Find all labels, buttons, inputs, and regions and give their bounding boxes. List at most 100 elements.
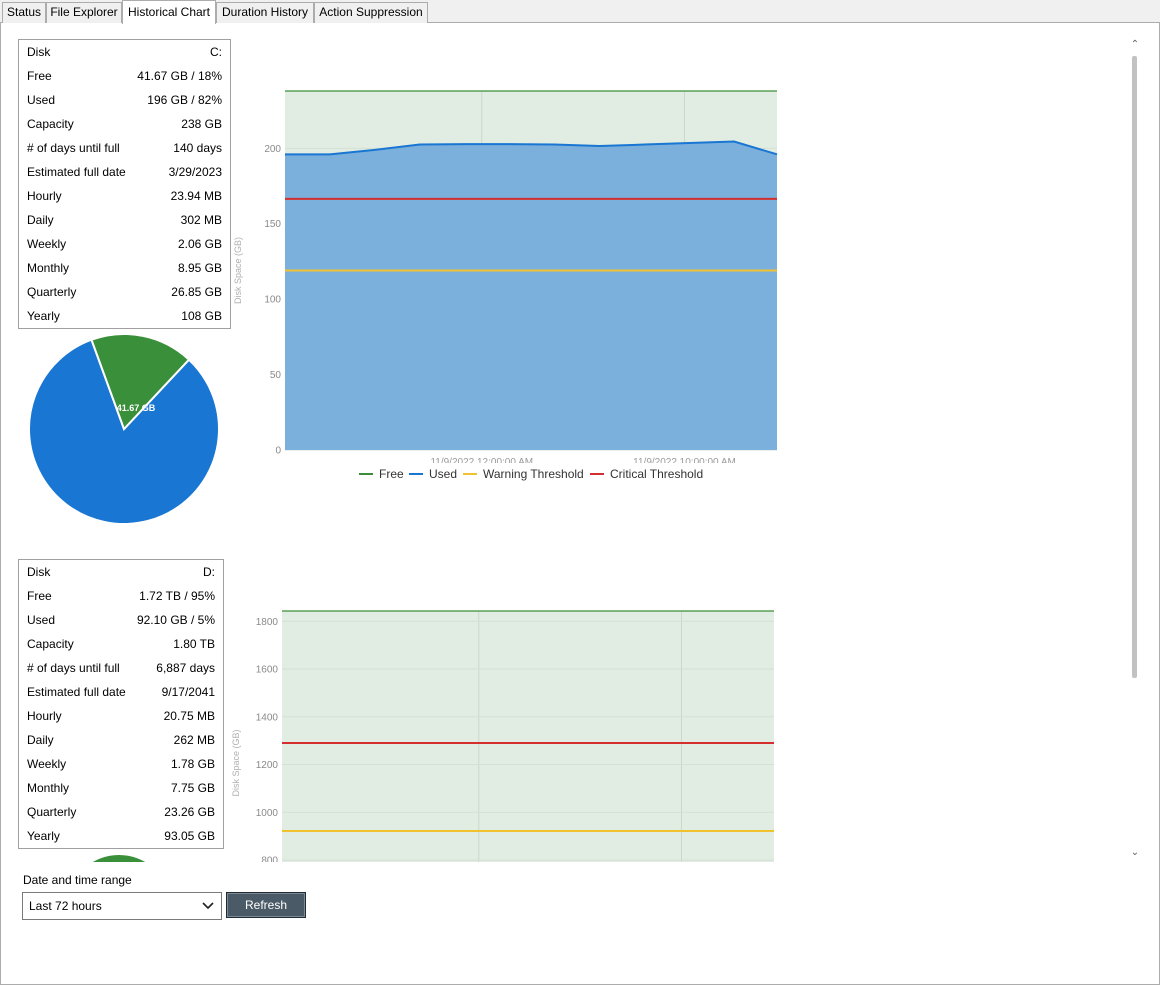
scroll-up-icon[interactable]: ⌃	[1130, 39, 1140, 50]
series-used-line	[285, 140, 778, 156]
scrollbar-thumb[interactable]	[1132, 56, 1137, 678]
info-key: Capacity	[27, 117, 74, 131]
disk-info-table: Disk D: Free 1.72 TB / 95% Used 92.10 GB / 5%…	[18, 559, 224, 849]
info-row: Used 196 GB / 82%	[27, 88, 222, 112]
info-value: 9/17/2041	[161, 685, 215, 699]
x-tick-label: 11/9/2022 12:00:00 AM	[430, 457, 533, 463]
scroll-area[interactable]: Disk C: Free 41.67 GB / 18% Used 196 GB / 82%…	[1, 38, 1126, 862]
info-key: Free	[27, 589, 52, 603]
info-value: 1.72 TB / 95%	[139, 589, 215, 603]
pie-label-free: 41.67 GB	[117, 403, 156, 413]
legend-item-warning: Warning Threshold	[463, 467, 584, 481]
info-key: Free	[27, 69, 52, 83]
series-used-area	[285, 141, 777, 451]
info-key: Monthly	[27, 261, 70, 275]
tab-file-explorer[interactable]: File Explorer	[46, 2, 122, 23]
pie-slice-used	[28, 338, 220, 524]
y-axis-label: Disk Space (GB)	[231, 729, 241, 796]
disk-space-chart: 60080010001200140016001800Disk Space (GB…	[231, 610, 774, 862]
info-key: Quarterly	[27, 285, 77, 299]
info-key: Daily	[27, 733, 54, 747]
info-key: Disk	[27, 45, 51, 59]
info-row: Daily 262 MB	[27, 728, 215, 752]
info-value: 20.75 MB	[163, 709, 215, 723]
disk-info-table: Disk C: Free 41.67 GB / 18% Used 196 GB / 82%…	[18, 39, 231, 329]
chevron-down-icon	[201, 893, 215, 928]
info-key: Capacity	[27, 637, 74, 651]
disk-usage-pie: 41.67 GB196 GB	[28, 334, 220, 524]
info-row: Used 92.10 GB / 5%	[27, 608, 215, 632]
info-key: Disk	[27, 565, 51, 579]
tab-historical-chart[interactable]: Historical Chart	[122, 0, 216, 24]
info-row: Estimated full date 9/17/2041	[27, 680, 215, 704]
scroll-down-icon[interactable]: ⌄	[1130, 847, 1140, 858]
info-value: 238 GB	[181, 117, 222, 131]
info-row: Free 1.72 TB / 95%	[27, 584, 215, 608]
info-value: 93.05 GB	[164, 829, 215, 843]
pie-slice-free	[90, 334, 191, 431]
y-axis-label: Disk Space (GB)	[233, 237, 243, 304]
y-tick-label: 200	[264, 144, 281, 155]
y-tick-label: 1200	[256, 760, 279, 771]
info-value: 196 GB / 82%	[147, 93, 222, 107]
info-key: Used	[27, 93, 56, 107]
info-value: D:	[203, 565, 215, 579]
info-key: Estimated full date	[27, 165, 126, 179]
info-key: Yearly	[27, 309, 60, 323]
y-tick-label: 1000	[256, 808, 279, 819]
info-value: 108 GB	[181, 309, 222, 323]
y-tick-label: 100	[264, 295, 281, 306]
tab-action-suppression[interactable]: Action Suppression	[314, 2, 428, 23]
info-row: Yearly 108 GB	[27, 304, 222, 328]
info-key: # of days until full	[27, 661, 120, 675]
pie-slice-free	[92, 855, 146, 862]
info-value: 3/29/2023	[168, 165, 222, 179]
tab-bar: Status File Explorer Historical Chart Du…	[0, 0, 1160, 24]
info-key: Daily	[27, 213, 54, 227]
info-value: C:	[210, 45, 222, 59]
info-key: Used	[27, 613, 56, 627]
date-range-select[interactable]: Last 72 hours	[22, 892, 222, 920]
legend-item-used: Used	[409, 467, 457, 481]
legend-item-critical: Critical Threshold	[590, 467, 703, 481]
info-value: 2.06 GB	[177, 237, 222, 251]
tab-duration-history[interactable]: Duration History	[216, 2, 314, 23]
info-value: 92.10 GB / 5%	[136, 613, 215, 627]
legend-item-free: Free	[359, 467, 404, 481]
info-row: Monthly 7.75 GB	[27, 776, 215, 800]
info-row: Disk D:	[27, 560, 215, 584]
info-row: # of days until full 140 days	[27, 136, 222, 160]
date-range-value: Last 72 hours	[29, 899, 102, 913]
info-value: 1.78 GB	[170, 757, 215, 771]
info-row: Yearly 93.05 GB	[27, 824, 215, 848]
x-tick-label: 11/9/2022 10:00:00 AM	[633, 457, 736, 463]
info-value: 23.26 GB	[164, 805, 215, 819]
info-row: Hourly 20.75 MB	[27, 704, 215, 728]
y-tick-label: 1600	[256, 665, 279, 676]
info-key: Weekly	[27, 237, 67, 251]
y-tick-label: 800	[261, 856, 278, 862]
info-row: Quarterly 26.85 GB	[27, 280, 222, 304]
info-key: Monthly	[27, 781, 70, 795]
info-row: # of days until full 6,887 days	[27, 656, 215, 680]
y-tick-label: 50	[270, 370, 282, 381]
info-row: Estimated full date 3/29/2023	[27, 160, 222, 184]
info-key: Hourly	[27, 189, 62, 203]
refresh-button[interactable]: Refresh	[226, 892, 306, 918]
tab-status[interactable]: Status	[2, 2, 46, 23]
plot-area	[282, 611, 774, 862]
info-key: Estimated full date	[27, 685, 126, 699]
y-tick-label: 1400	[256, 712, 279, 723]
chart-legend: Free Used Warning Threshold Critical Thr…	[359, 467, 759, 483]
info-row: Quarterly 23.26 GB	[27, 800, 215, 824]
info-row: Monthly 8.95 GB	[27, 256, 222, 280]
info-key: # of days until full	[27, 141, 120, 155]
y-tick-label: 0	[275, 446, 281, 457]
y-tick-label: 1800	[256, 617, 279, 628]
vertical-scrollbar[interactable]: ⌃ ⌄	[1126, 38, 1144, 862]
info-value: 8.95 GB	[177, 261, 222, 275]
info-value: 140 days	[173, 141, 222, 155]
info-row: Capacity 1.80 TB	[27, 632, 215, 656]
info-key: Hourly	[27, 709, 62, 723]
historical-chart-panel: Disk C: Free 41.67 GB / 18% Used 196 GB / 82%…	[0, 23, 1160, 985]
